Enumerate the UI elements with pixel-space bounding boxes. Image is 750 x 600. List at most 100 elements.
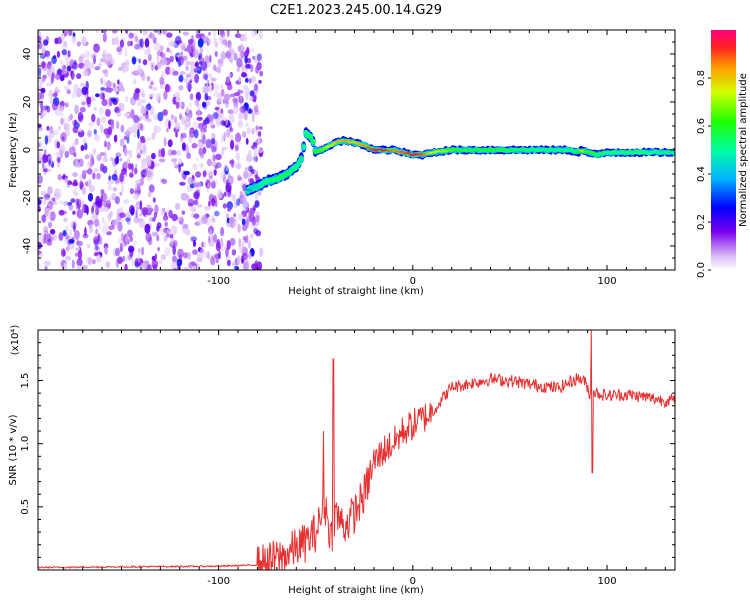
x-tick-label: 100: [597, 276, 616, 287]
snr-y-axis-label: SNR (10 * v/v): [8, 414, 19, 485]
noise-blob: [193, 182, 199, 188]
noise-blob: [107, 142, 112, 149]
noise-blob: [68, 229, 73, 237]
spectrogram-y-axis-label: Frequency (Hz): [8, 112, 19, 188]
noise-blob: [87, 168, 93, 175]
noise-blob: [220, 170, 226, 180]
noise-blob: [137, 184, 141, 191]
noise-blob: [117, 66, 124, 71]
noise-blob: [116, 110, 122, 117]
noise-blob: [227, 207, 231, 212]
noise-blob: [46, 233, 52, 243]
noise-blob: [172, 70, 179, 76]
noise-blob: [193, 199, 199, 206]
x-tick-label: -100: [207, 276, 230, 287]
noise-blob: [123, 147, 128, 157]
noise-blob: [213, 83, 220, 92]
noise-blob: [170, 114, 175, 120]
noise-blob: [135, 209, 138, 219]
x-tick-label: 100: [597, 576, 616, 587]
noise-blob: [181, 44, 186, 51]
noise-blob: [178, 157, 183, 165]
noise-blob: [198, 53, 203, 59]
noise-blob: [153, 162, 161, 167]
noise-blob: [98, 207, 106, 212]
signal-track-cell: [371, 148, 377, 150]
noise-blob: [87, 121, 94, 127]
noise-blob: [101, 225, 109, 235]
noise-blob: [148, 53, 152, 62]
noise-blob: [202, 146, 207, 155]
noise-blob: [93, 107, 97, 111]
noise-blob: [192, 163, 198, 171]
noise-blob: [63, 40, 67, 47]
noise-blob: [192, 120, 199, 130]
noise-blob: [174, 116, 178, 124]
noise-blob: [68, 30, 73, 37]
noise-blob: [96, 172, 101, 180]
noise-blob: [185, 81, 193, 91]
noise-blob: [72, 119, 78, 126]
signal-track-cell: [296, 161, 302, 164]
noise-blob: [229, 175, 234, 186]
noise-blob: [254, 104, 259, 113]
noise-blob: [123, 135, 127, 140]
noise-blob: [65, 225, 69, 233]
noise-blob: [208, 38, 212, 45]
noise-blob: [212, 30, 217, 37]
noise-blob: [179, 71, 186, 76]
noise-blob: [38, 150, 42, 161]
noise-blob: [77, 250, 83, 260]
noise-blob: [111, 30, 118, 34]
noise-blob: [258, 80, 262, 84]
snr-series-line: [38, 330, 675, 570]
noise-blob: [178, 85, 184, 91]
noise-blob: [163, 137, 167, 147]
noise-blob: [133, 114, 139, 124]
noise-blob: [227, 109, 235, 114]
noise-blob: [125, 211, 130, 219]
noise-blob: [182, 223, 189, 229]
noise-blob: [41, 44, 46, 54]
signal-track-cell: [329, 144, 335, 146]
noise-blob: [228, 44, 232, 54]
x-tick-label: 0: [410, 276, 416, 287]
noise-blob: [63, 30, 67, 37]
noise-blob: [91, 205, 94, 215]
noise-blob: [195, 34, 202, 39]
noise-blob: [247, 108, 253, 114]
noise-blob: [245, 234, 249, 244]
noise-blob: [189, 93, 194, 101]
signal-track-cell: [671, 151, 675, 153]
noise-blob: [87, 153, 94, 158]
noise-blob: [174, 121, 181, 130]
signal-track-cell: [345, 140, 351, 142]
noise-blob: [124, 263, 128, 270]
noise-blob: [44, 266, 48, 270]
noise-blob: [80, 36, 87, 46]
noise-blob: [85, 80, 89, 91]
noise-blob: [96, 154, 102, 162]
noise-blob: [171, 149, 177, 156]
noise-blob: [56, 50, 61, 58]
noise-blob: [102, 53, 106, 62]
noise-blob: [112, 247, 118, 257]
signal-track-cell: [508, 150, 514, 152]
noise-blob: [89, 223, 93, 234]
noise-blob: [227, 189, 232, 198]
noise-blob: [171, 213, 178, 222]
noise-blob: [162, 215, 169, 221]
noise-blob: [157, 111, 164, 122]
noise-blob: [74, 138, 79, 146]
noise-blob: [60, 60, 64, 65]
noise-blob: [99, 58, 104, 62]
noise-blob: [215, 153, 222, 161]
noise-blob: [191, 213, 195, 218]
noise-blob: [38, 35, 42, 42]
noise-blob: [202, 119, 207, 126]
noise-blob: [238, 76, 242, 83]
noise-blob: [94, 200, 102, 207]
noise-blob: [189, 129, 194, 133]
noise-blob: [152, 86, 158, 92]
noise-blob: [124, 130, 131, 138]
